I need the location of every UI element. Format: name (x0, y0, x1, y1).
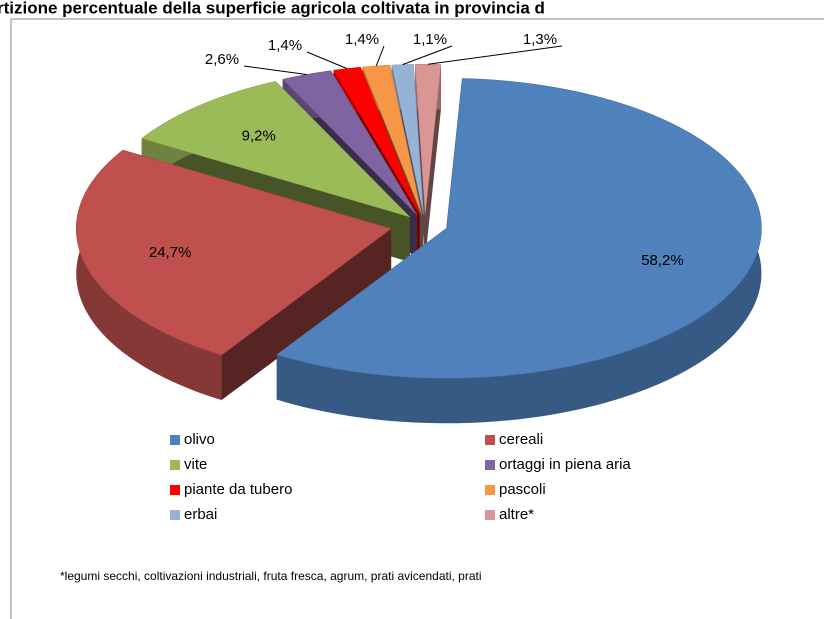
leader-line (402, 45, 453, 66)
data-label: 58,2% (641, 252, 684, 269)
slice (391, 64, 424, 215)
slice-side (415, 64, 441, 260)
legend-swatch (485, 485, 495, 495)
leader-line (306, 51, 348, 70)
data-label: 1,4% (268, 37, 302, 54)
slice-side (276, 78, 762, 424)
legend-swatch (170, 435, 180, 445)
legend-swatch (485, 510, 495, 520)
slice (276, 78, 762, 379)
legend-label: piante da tubero (184, 481, 292, 498)
legend-label: olivo (184, 431, 215, 448)
data-label: 1,3% (523, 31, 557, 48)
leader-line (375, 45, 385, 67)
slice (362, 64, 422, 215)
legend-label: erbai (184, 506, 217, 523)
footnote: *legumi secchi, coltivazioni industriali… (60, 569, 482, 583)
data-label: 2,6% (205, 51, 239, 68)
legend-label: cereali (499, 431, 543, 448)
slice-side (76, 150, 222, 401)
slice (75, 149, 392, 356)
legend-swatch (170, 460, 180, 470)
leader-line (428, 45, 563, 65)
legend-swatch (485, 435, 495, 445)
chart-border (10, 18, 824, 619)
legend-label: vite (184, 456, 207, 473)
data-label: 24,7% (149, 244, 192, 261)
chart-title: rtizione percentuale della superficie ag… (0, 0, 545, 17)
data-label: 1,1% (413, 31, 447, 48)
legend-label: ortaggi in piena aria (499, 456, 631, 473)
leader-line (243, 65, 307, 76)
slice (141, 81, 411, 218)
legend-label: pascoli (499, 481, 546, 498)
legend-swatch (170, 485, 180, 495)
data-label: 9,2% (242, 127, 276, 144)
legend-swatch (485, 460, 495, 470)
data-label: 1,4% (345, 31, 379, 48)
slice (282, 70, 418, 216)
legend-label: altre* (499, 506, 534, 523)
legend-swatch (170, 510, 180, 520)
